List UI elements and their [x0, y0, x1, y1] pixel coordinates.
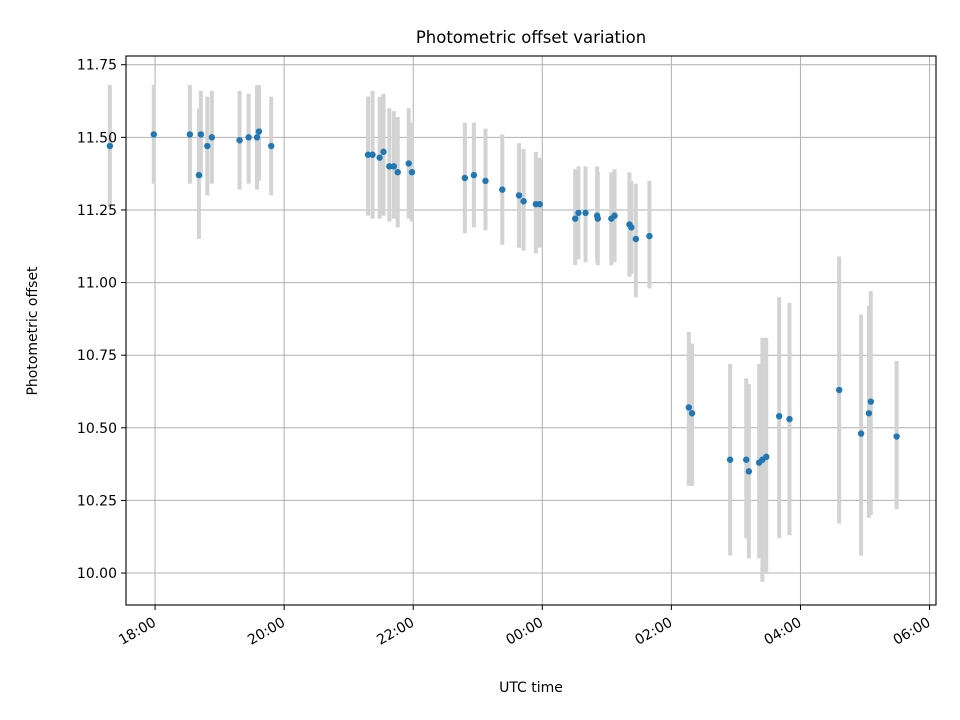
data-point [628, 224, 635, 231]
data-point [775, 412, 783, 420]
data-point [867, 398, 875, 405]
data-point [865, 410, 873, 417]
data-point [499, 186, 506, 193]
data-point [470, 171, 478, 179]
data-point [197, 131, 205, 138]
data-point [390, 163, 398, 170]
data-point [255, 128, 263, 135]
data-point [106, 142, 114, 150]
data-point [515, 192, 523, 199]
data-point [520, 198, 527, 205]
data-point [575, 209, 582, 217]
data-point [688, 410, 696, 417]
y-tick-label: 10.75 [77, 348, 117, 364]
data-point [893, 433, 900, 440]
y-tick-label: 11.00 [77, 276, 117, 292]
data-point [245, 134, 252, 141]
grid [126, 56, 936, 605]
data-point [745, 468, 753, 475]
data-point [835, 386, 843, 394]
data-point [611, 212, 618, 219]
data-point [195, 171, 203, 179]
plot-frame [125, 55, 937, 606]
data-point [386, 163, 393, 170]
data-point [204, 142, 211, 150]
y-axis-label: Photometric offset [25, 266, 41, 396]
y-tick-label: 11.75 [77, 58, 117, 74]
data-point [786, 415, 793, 423]
data-point [582, 209, 589, 217]
data-point [646, 232, 653, 240]
y-tick-label: 11.25 [77, 203, 117, 219]
data-point [405, 160, 412, 167]
data-point [268, 142, 275, 150]
y-tick-label: 11.50 [77, 130, 117, 146]
data-point [482, 177, 489, 185]
y-tick-label: 10.25 [77, 493, 117, 509]
data-point [253, 134, 261, 141]
data-point [594, 215, 602, 222]
data-point [380, 148, 387, 156]
y-tick-label: 10.00 [77, 566, 117, 582]
data-point [763, 453, 770, 461]
data-point [632, 235, 640, 243]
data-points [106, 128, 900, 475]
data-point [572, 215, 579, 222]
data-point [536, 200, 543, 208]
data-point [394, 168, 401, 176]
data-point [186, 131, 194, 138]
x-axis-label: UTC time [499, 680, 563, 696]
data-point [743, 456, 750, 463]
data-point [208, 134, 216, 141]
data-point [376, 154, 383, 161]
data-point [685, 404, 693, 411]
chart-title: Photometric offset variation [416, 28, 646, 47]
data-point [369, 151, 376, 158]
data-point [236, 137, 243, 144]
y-tick-label: 10.50 [77, 421, 117, 437]
data-point [726, 456, 734, 463]
data-point [461, 174, 469, 182]
data-point [857, 430, 865, 437]
data-point [408, 168, 416, 176]
data-point [150, 131, 157, 138]
data-point [364, 151, 372, 158]
y-axis-ticks: 10.00 10.25 10.50 10.75 11.00 11.25 11.50 11.75 [77, 58, 126, 582]
